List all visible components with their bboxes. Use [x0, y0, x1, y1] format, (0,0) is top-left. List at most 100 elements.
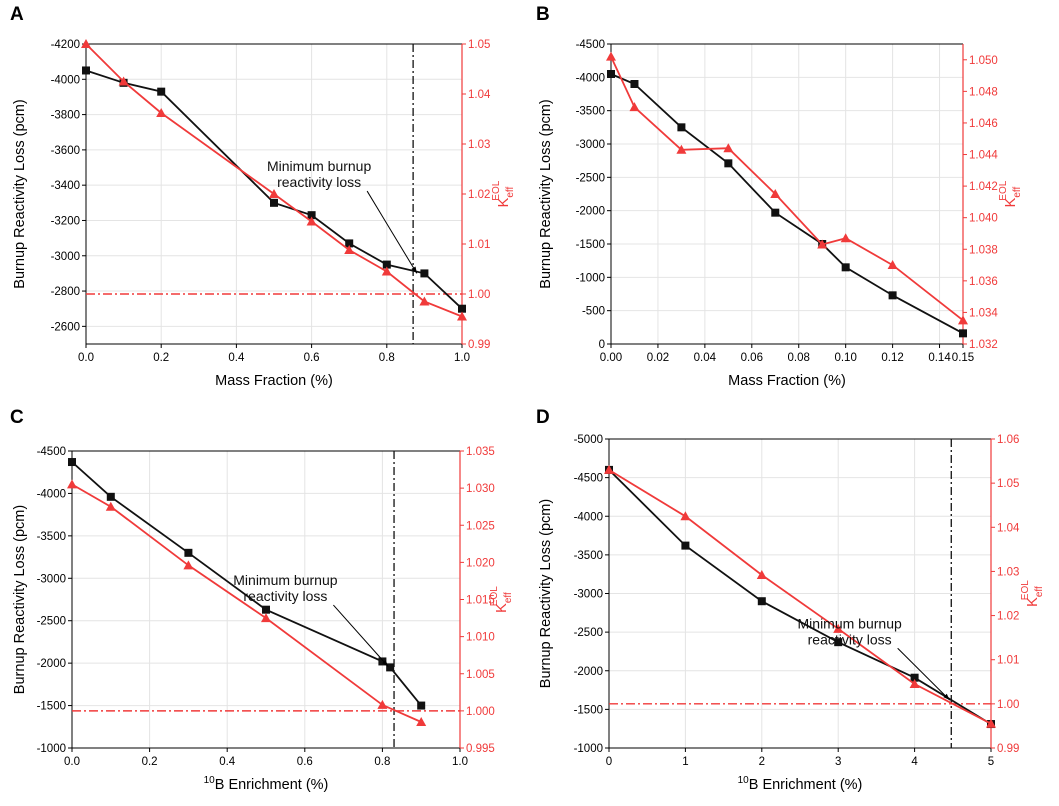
y-left-axis-title: Burnup Reactivity Loss (pcm): [538, 99, 554, 288]
y-right-tick-label: 1.02: [997, 611, 1019, 623]
annotation-arrow-head: [943, 693, 950, 701]
y-right-axis-title-sup: EOL: [998, 180, 1009, 200]
marker-square: [157, 87, 166, 96]
chart-panel-b: B 0.00 0.02 0.04 0.06 0.08 0.10 0.12 0.14 0.15 -45…: [530, 0, 1059, 403]
marker-square: [420, 269, 429, 278]
y-right-axis-title-base: K: [494, 603, 510, 613]
marker-square: [106, 492, 115, 501]
x-axis-title: 10B Enrichment (%): [204, 775, 329, 793]
marker-triangle: [770, 189, 781, 198]
marker-square: [458, 304, 466, 313]
annotation-text: Minimum burnup: [267, 158, 371, 174]
marker-triangle: [419, 296, 430, 306]
y-right-axis-title-base: K: [496, 197, 512, 207]
x-tick-label: 0.0: [78, 352, 94, 364]
x-tick-label: 0.10: [834, 352, 856, 364]
y-right-tick-label: 1.06: [997, 434, 1019, 446]
y-right-tick-label: 1.04: [468, 89, 491, 101]
series-line-keff: [71, 483, 422, 723]
marker-square: [834, 638, 843, 647]
y-left-tick-label: -2500: [574, 627, 603, 639]
x-tick-label: 0.14: [928, 352, 951, 364]
marker-triangle: [840, 233, 851, 243]
x-axis-title-main: B Enrichment (%): [749, 777, 863, 793]
x-tick-label: 1: [682, 756, 688, 768]
marker-triangle: [756, 569, 767, 579]
x-tick-label: 0.04: [694, 352, 717, 364]
chart-panel-d: D 0 1 2 3 4 5 -5000 -4500 -4000 -3500 -3000 -2500 -20…: [530, 403, 1059, 806]
y-left-tick-label: -3400: [51, 180, 80, 192]
y-left-tick-label: -1500: [37, 701, 66, 713]
y-right-axis-title-sub: eff: [503, 592, 514, 603]
marker-triangle: [377, 699, 388, 709]
y-right-tick-label: 1.050: [969, 55, 998, 67]
marker-square: [184, 548, 193, 557]
x-tick-label: 1.0: [452, 756, 468, 768]
y-left-tick-label: -2500: [576, 172, 605, 184]
y-left-tick-label: -4500: [574, 473, 603, 485]
x-axis-title-main: B Enrichment (%): [215, 777, 329, 793]
chart-a: A 0.0 0.2 0.4 0.6 0.8 1.0 -4200 -4000 -3800 -3600 -…: [10, 4, 516, 389]
marker-square: [68, 458, 76, 467]
marker-square: [959, 329, 967, 338]
x-tick-label: 5: [988, 756, 994, 768]
y-left-tick-label: -500: [582, 306, 605, 318]
y-right-tick-label: 1.02: [468, 189, 490, 201]
y-right-tick-label: 1.020: [466, 557, 495, 569]
marker-square: [681, 541, 690, 550]
x-tick-label: 0.2: [153, 352, 169, 364]
x-tick-label: 0.0: [64, 756, 80, 768]
y-left-tick-label: -3000: [51, 251, 80, 263]
y-left-tick-label: -4500: [576, 39, 605, 51]
y-left-tick-label: -3000: [37, 573, 66, 585]
x-tick-label: 0.15: [952, 352, 974, 364]
marker-square: [757, 597, 766, 606]
marker-triangle: [817, 239, 828, 249]
grid-lines: [610, 43, 964, 345]
y-right-tick-label: 1.030: [466, 483, 495, 495]
y-left-tick-label: -3500: [37, 531, 66, 543]
chart-b: B 0.00 0.02 0.04 0.06 0.08 0.10 0.12 0.14 0.15 -45…: [536, 4, 1023, 389]
grid-lines: [608, 438, 992, 749]
y-right-tick-label: 1.036: [969, 276, 998, 288]
annotation-arrow-head: [411, 266, 417, 274]
x-axis-title: Mass Fraction (%): [728, 373, 846, 389]
series-line-keff: [608, 469, 992, 725]
marker-triangle: [261, 613, 271, 623]
y-left-tick-label: -2500: [37, 616, 66, 628]
marker-triangle: [604, 464, 614, 474]
y-right-axis-title: KeffEOL: [489, 586, 514, 613]
x-tick-label: 0.6: [297, 756, 313, 768]
marker-square: [378, 657, 387, 666]
x-tick-label: 0.2: [142, 756, 158, 768]
marker-square: [841, 263, 850, 272]
x-tick-label: 3: [835, 756, 841, 768]
marker-square: [82, 66, 90, 75]
annotation-text: reactivity loss: [243, 588, 327, 604]
marker-square: [270, 198, 278, 207]
x-tick-label: 0.4: [219, 756, 236, 768]
y-left-axis-title: Burnup Reactivity Loss (pcm): [12, 505, 28, 694]
y-right-tick-label: 1.034: [969, 307, 998, 319]
y-left-tick-label: 0: [599, 339, 605, 351]
y-right-axis-title-sup: EOL: [1020, 580, 1031, 600]
marker-triangle: [958, 315, 968, 325]
marker-square: [386, 663, 395, 672]
y-right-tick-label: 1.015: [466, 595, 495, 607]
y-left-tick-label: -4000: [574, 511, 603, 523]
series-line-keff: [85, 43, 463, 318]
x-tick-label: 4: [911, 756, 918, 768]
y-right-tick-label: 1.010: [466, 632, 495, 644]
marker-triangle: [680, 511, 691, 521]
marker-triangle: [887, 260, 898, 270]
series-line-burnup-loss: [610, 73, 964, 335]
y-left-tick-label: -4000: [576, 72, 605, 84]
x-axis-title-sup: 10: [738, 775, 750, 786]
x-tick-label: 0.6: [304, 352, 320, 364]
chart-panel-a: A 0.0 0.2 0.4 0.6 0.8 1.0 -4200 -4000 -3800 -3600 -…: [0, 0, 530, 403]
y-right-axis-title-base: K: [1025, 597, 1041, 607]
x-axis-title: 10B Enrichment (%): [738, 775, 863, 793]
y-left-tick-label: -3000: [574, 589, 603, 601]
x-tick-label: 0.00: [600, 352, 622, 364]
panel-label: A: [10, 4, 24, 25]
